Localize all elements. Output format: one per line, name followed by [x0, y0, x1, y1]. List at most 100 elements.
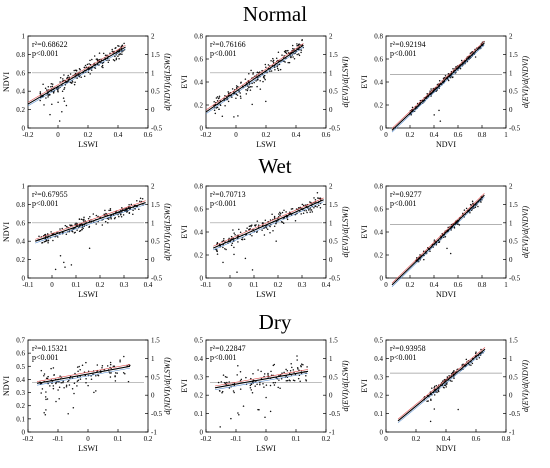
p8-data-point [233, 391, 235, 394]
p8-data-point [285, 368, 287, 371]
p1-data-point [89, 73, 91, 75]
p8-data-point [222, 374, 225, 376]
p9-y-tick-label: 0 [380, 429, 384, 437]
p2-y2-tick-label: 1.5 [329, 51, 338, 59]
p5-data-point [273, 216, 276, 219]
p2-data-point [263, 77, 266, 79]
p5-data-point [271, 213, 273, 216]
p2-data-point [214, 112, 217, 115]
p1-data-point [69, 73, 72, 75]
p5-y2-tick-label: 0.5 [329, 238, 338, 246]
p8-data-point [221, 390, 224, 393]
p8-data-point [297, 368, 299, 370]
p2-data-point [252, 73, 254, 75]
p2-data-point [257, 72, 260, 74]
p1-data-point [112, 58, 115, 61]
p4-y2-tick-label: 1.5 [151, 201, 160, 209]
p7-data-point [127, 380, 130, 383]
p4-data-point [74, 223, 76, 225]
p1-data-point [50, 85, 52, 88]
p3-x-tick-label: 0 [384, 131, 388, 139]
p1-x-tick-label: 0.2 [84, 131, 93, 139]
p8-data-point [220, 381, 223, 383]
p5-y-tick-label: 0 [200, 275, 204, 283]
p1-data-point [73, 83, 76, 86]
row-title-dry: Dry [258, 310, 292, 334]
p2-data-point [264, 78, 266, 81]
p4-y2-tick-label: 1 [151, 219, 155, 227]
p2-data-point [283, 50, 286, 53]
p6-data-point [465, 207, 468, 210]
p4-data-point [120, 213, 122, 216]
p1-p-annotation: p<0.001 [32, 49, 59, 58]
p1-y-tick-label: 0.8 [16, 51, 25, 59]
p6-data-point [438, 241, 440, 243]
p1-data-point [89, 59, 91, 62]
p5-data-point [222, 246, 224, 249]
p3-data-point [438, 80, 441, 82]
p4-data-point [128, 204, 130, 206]
p8-data-point [280, 377, 283, 380]
p3-ci-lower-line [391, 44, 485, 133]
p4-r2-annotation: r²=0.67955 [32, 190, 68, 199]
p1-data-point [51, 83, 54, 85]
p6-p-annotation: p<0.001 [390, 199, 417, 208]
p1-x-tick-label: 0.6 [144, 131, 153, 139]
p1-data-point [63, 88, 65, 91]
p4-outlier-point [70, 264, 73, 266]
p2-y-tick-label: 0.2 [194, 102, 203, 110]
p2-data-point [293, 57, 296, 60]
p2-x-tick-label: -0.2 [200, 131, 212, 139]
p9-data-point [436, 391, 438, 394]
p6-r2-annotation: r²=0.9277 [390, 190, 422, 199]
p2-data-point [227, 91, 229, 93]
p4-data-point [139, 197, 142, 200]
p6-x-tick-label: 0.4 [430, 281, 439, 289]
p8-data-point [226, 381, 228, 384]
p5-data-point [225, 248, 227, 251]
p1-data-point [66, 76, 69, 79]
p7-data-point [114, 375, 116, 377]
p1-data-point [67, 74, 69, 77]
p5-data-point [310, 209, 313, 211]
p5-x-tick-label: 0.2 [274, 281, 283, 289]
p3-data-point [429, 90, 431, 92]
p2-data-point [235, 87, 238, 89]
p8-data-point [256, 383, 258, 385]
p4-data-point [104, 209, 106, 212]
p2-x-tick-label: 0 [234, 131, 238, 139]
p8-y2-tick-label: 1.5 [329, 337, 338, 345]
p9-outlier-point [433, 408, 436, 410]
p8-data-point [281, 372, 283, 374]
p1-data-point [109, 52, 111, 54]
p1-data-point [71, 81, 74, 83]
p2-data-point [277, 69, 280, 72]
p9-y-tick-label: 0.1 [374, 410, 383, 418]
p1-x-axis-label: LSWI [78, 140, 98, 149]
row-title-normal: Normal [242, 2, 308, 26]
p7-y2-tick-label: 0 [151, 392, 155, 400]
p8-data-point [259, 383, 261, 386]
p9-outlier-point [429, 420, 432, 423]
p7-data-point [119, 359, 121, 361]
p5-data-point [216, 241, 219, 244]
p6-y2-tick-label: 0 [509, 256, 513, 264]
p5-data-point [230, 235, 233, 238]
p8-fit-line [214, 370, 309, 389]
p6-data-point [458, 224, 461, 226]
p7-data-point [76, 366, 79, 368]
p5-data-point [254, 225, 257, 227]
p1-data-point [93, 55, 96, 57]
p1-data-point [74, 81, 76, 83]
p5-data-point [250, 225, 252, 228]
p9-y2-tick-label: -1 [509, 429, 515, 437]
p6-x-axis-label: NDVI [436, 290, 456, 299]
p5-data-point [241, 238, 244, 241]
p7-x-tick-label: 0.1 [114, 435, 123, 443]
p1-data-point [83, 75, 86, 77]
p9-data-point [476, 358, 478, 360]
p6-x-tick-label: 0 [384, 281, 388, 289]
p9-y-axis-label: EVI [360, 379, 369, 393]
p4-p-annotation: p<0.001 [32, 199, 59, 208]
p1-data-point [121, 44, 124, 47]
